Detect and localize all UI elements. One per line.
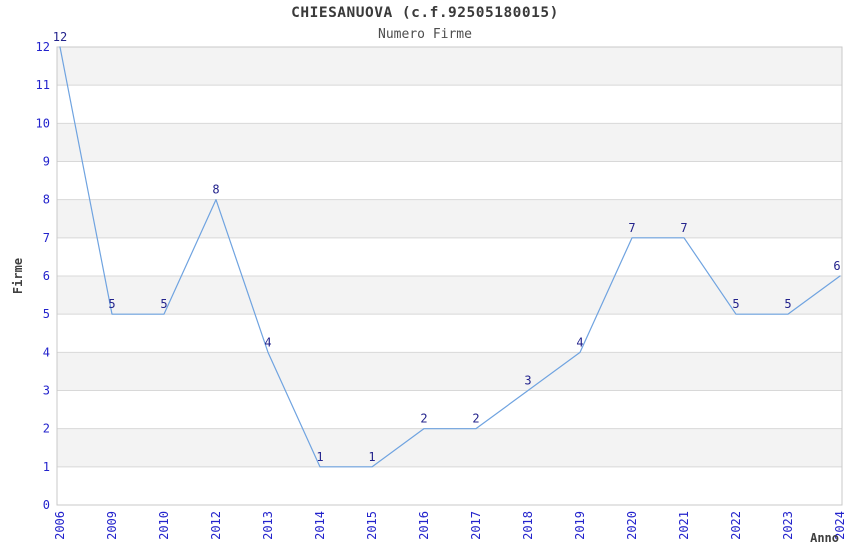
plot-border bbox=[56, 46, 843, 506]
x-tick-label: 2012 bbox=[209, 511, 223, 540]
y-tick-label: 0 bbox=[43, 498, 50, 512]
y-tick-label: 9 bbox=[43, 155, 50, 169]
plot-band bbox=[57, 199, 842, 238]
data-point-label: 3 bbox=[524, 374, 531, 388]
data-point-label: 4 bbox=[264, 335, 271, 349]
y-tick-label: 3 bbox=[43, 384, 50, 398]
plot-band bbox=[57, 428, 842, 467]
y-tick-label: 6 bbox=[43, 269, 50, 283]
x-tick-label: 2019 bbox=[573, 511, 587, 540]
data-point-label: 7 bbox=[680, 221, 687, 235]
x-axis-title: Anno bbox=[810, 531, 839, 545]
data-point-label: 6 bbox=[833, 259, 840, 273]
data-point-label: 8 bbox=[212, 183, 219, 197]
data-point-label: 5 bbox=[108, 297, 115, 311]
x-tick-label: 2024 bbox=[833, 511, 847, 540]
data-point-label: 12 bbox=[53, 30, 67, 44]
x-tick-label: 2018 bbox=[521, 511, 535, 540]
x-tick-label: 2022 bbox=[729, 511, 743, 540]
data-point-label: 4 bbox=[576, 335, 583, 349]
y-tick-label: 8 bbox=[43, 193, 50, 207]
y-tick-label: 12 bbox=[36, 40, 50, 54]
plot-band bbox=[57, 123, 842, 162]
plot-band bbox=[57, 352, 842, 391]
x-tick-label: 2014 bbox=[313, 511, 327, 540]
data-point-label: 5 bbox=[160, 297, 167, 311]
y-tick-label: 7 bbox=[43, 231, 50, 245]
series-line bbox=[59, 46, 841, 468]
x-tick-label: 2006 bbox=[53, 511, 67, 540]
plot-band bbox=[57, 276, 842, 315]
x-tick-label: 2021 bbox=[677, 511, 691, 540]
x-tick-label: 2017 bbox=[469, 511, 483, 540]
y-tick-label: 4 bbox=[43, 345, 50, 359]
data-point-label: 1 bbox=[316, 450, 323, 464]
x-tick-label: 2020 bbox=[625, 511, 639, 540]
x-tick-label: 2009 bbox=[105, 511, 119, 540]
data-point-label: 2 bbox=[420, 412, 427, 426]
plot-band bbox=[57, 47, 842, 86]
data-point-label: 5 bbox=[732, 297, 739, 311]
chart-subtitle: Numero Firme bbox=[378, 27, 472, 42]
y-tick-label: 11 bbox=[36, 78, 50, 92]
x-tick-label: 2010 bbox=[157, 511, 171, 540]
y-axis-title: Firme bbox=[11, 258, 25, 294]
y-tick-label: 10 bbox=[36, 116, 50, 130]
data-point-label: 7 bbox=[628, 221, 635, 235]
x-tick-label: 2015 bbox=[365, 511, 379, 540]
data-point-label: 2 bbox=[472, 412, 479, 426]
chart-title: CHIESANUOVA (c.f.92505180015) bbox=[291, 5, 559, 21]
x-tick-label: 2013 bbox=[261, 511, 275, 540]
x-tick-label: 2016 bbox=[417, 511, 431, 540]
y-tick-label: 1 bbox=[43, 460, 50, 474]
x-tick-label: 2023 bbox=[781, 511, 795, 540]
data-point-label: 1 bbox=[368, 450, 375, 464]
data-point-label: 5 bbox=[784, 297, 791, 311]
y-tick-label: 2 bbox=[43, 422, 50, 436]
y-tick-label: 5 bbox=[43, 307, 50, 321]
